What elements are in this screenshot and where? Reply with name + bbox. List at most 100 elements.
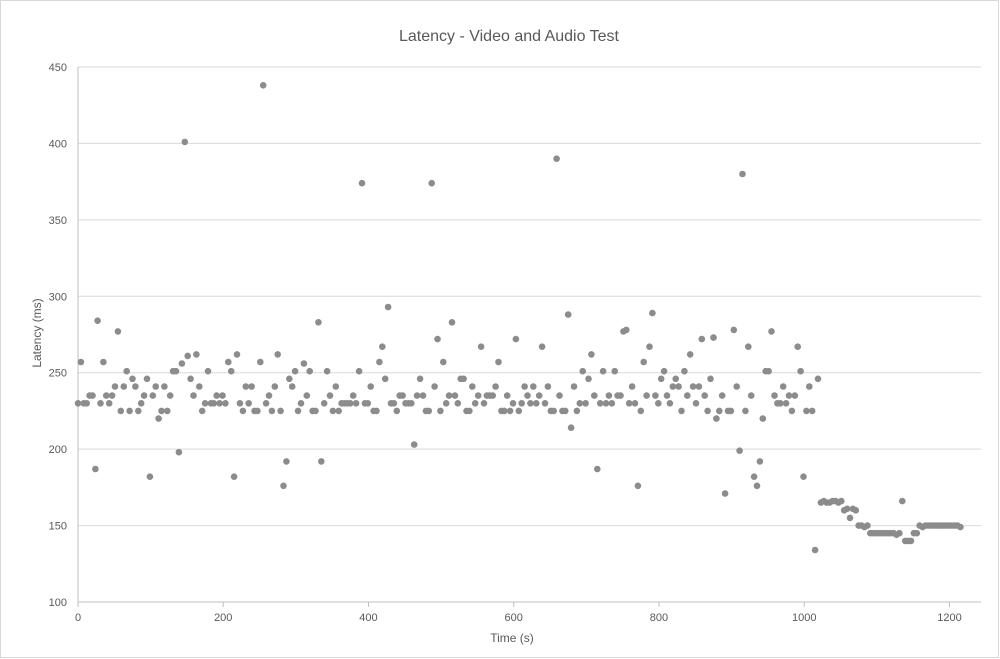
data-point — [538, 343, 546, 351]
data-point — [797, 367, 804, 375]
data-point — [710, 334, 717, 341]
data-point — [474, 392, 482, 399]
data-point — [785, 392, 793, 399]
data-point — [573, 407, 581, 415]
data-point — [628, 383, 636, 390]
y-tick-label: 400 — [49, 138, 67, 150]
data-point — [323, 367, 331, 375]
data-point — [315, 319, 322, 326]
data-point — [190, 392, 197, 399]
data-point — [303, 392, 311, 399]
data-point — [143, 375, 151, 383]
data-point — [896, 529, 903, 537]
x-axis-label: Time (s) — [490, 631, 534, 645]
data-point — [425, 407, 433, 415]
data-point — [564, 311, 572, 318]
data-point — [254, 407, 261, 415]
data-point — [530, 383, 537, 390]
data-point — [172, 367, 180, 375]
data-point — [274, 351, 282, 358]
data-point — [739, 170, 746, 178]
data-point — [643, 392, 650, 399]
data-point — [271, 383, 279, 390]
data-point — [204, 367, 212, 375]
data-point — [239, 407, 247, 415]
data-point — [225, 358, 232, 366]
data-point — [579, 367, 586, 375]
data-point — [684, 392, 691, 399]
data-point — [83, 400, 90, 407]
data-point — [335, 407, 343, 415]
data-point — [448, 319, 456, 326]
x-tick-label: 400 — [359, 612, 377, 624]
y-tick-label: 450 — [49, 62, 67, 74]
data-point — [544, 383, 552, 390]
data-point — [753, 482, 761, 490]
data-point — [777, 400, 784, 407]
data-point — [503, 392, 511, 399]
data-point — [899, 497, 906, 505]
chart-title: Latency - Video and Audio Test — [399, 28, 620, 45]
data-point — [242, 383, 250, 390]
data-point — [698, 335, 706, 343]
data-point — [718, 392, 726, 399]
data-point — [77, 358, 85, 366]
data-point — [660, 367, 668, 375]
x-tick-label: 600 — [505, 612, 523, 624]
data-point — [442, 400, 450, 407]
data-point — [806, 383, 813, 390]
data-point — [158, 407, 165, 415]
data-point — [213, 392, 220, 399]
y-tick-label: 350 — [49, 215, 67, 227]
data-point — [591, 392, 598, 399]
data-point — [379, 343, 386, 351]
data-point — [695, 383, 703, 390]
data-point — [501, 407, 508, 415]
data-point — [852, 507, 860, 514]
data-point — [602, 400, 610, 407]
data-point — [283, 458, 290, 465]
data-point — [637, 407, 645, 415]
data-point — [384, 303, 392, 311]
data-point — [736, 447, 743, 455]
data-point — [262, 400, 270, 407]
data-point — [480, 400, 488, 407]
data-point — [320, 400, 328, 407]
data-point — [355, 367, 363, 375]
data-point — [814, 375, 822, 383]
data-point — [155, 415, 162, 422]
data-point — [576, 400, 584, 407]
data-point — [265, 392, 273, 399]
data-point — [759, 415, 767, 422]
data-point — [94, 317, 101, 325]
data-point — [652, 392, 659, 399]
data-point — [166, 392, 174, 399]
data-point — [623, 326, 630, 334]
data-point — [596, 400, 604, 407]
data-point — [655, 400, 662, 407]
data-point — [376, 358, 383, 366]
data-point — [431, 383, 438, 390]
data-point — [460, 375, 467, 383]
data-point — [100, 358, 107, 366]
y-tick-label: 250 — [49, 368, 67, 380]
data-point — [756, 458, 764, 465]
data-point — [300, 360, 308, 367]
data-point — [97, 400, 104, 407]
data-point — [367, 383, 375, 390]
data-point — [184, 352, 191, 360]
data-point — [512, 335, 520, 343]
data-point — [454, 400, 462, 407]
data-point — [103, 392, 110, 399]
data-point — [437, 407, 444, 415]
data-point — [440, 358, 447, 366]
data-point — [533, 400, 540, 407]
data-point — [550, 407, 557, 415]
data-point — [198, 407, 206, 415]
data-point — [535, 392, 543, 399]
data-point — [957, 523, 964, 531]
data-point — [161, 383, 168, 390]
data-point — [515, 407, 523, 415]
data-point — [268, 407, 276, 415]
data-point — [788, 407, 796, 415]
